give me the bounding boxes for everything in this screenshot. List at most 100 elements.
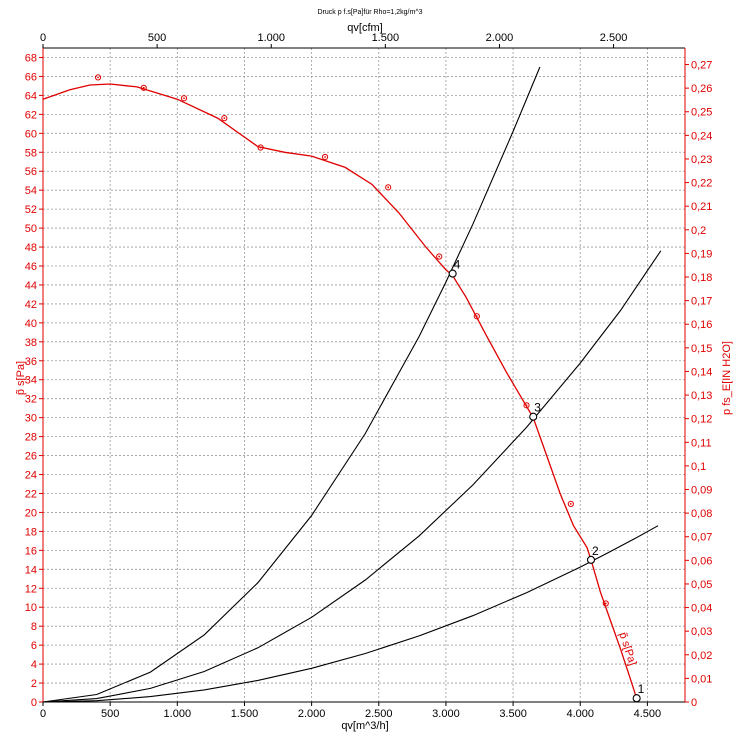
fan-marker-dot xyxy=(604,602,607,605)
y-tick-label: 18 xyxy=(25,526,37,538)
y-tick-label: 14 xyxy=(25,564,37,576)
y-tick-label: 24 xyxy=(25,470,37,482)
fan-marker xyxy=(140,84,147,91)
operating-point-2 xyxy=(586,555,596,564)
x2-tick-label: 0 xyxy=(40,32,46,44)
fan-marker-dot xyxy=(569,503,572,505)
y2-tick-label: 0,08 xyxy=(691,508,712,520)
y-tick-label: 58 xyxy=(25,147,37,159)
y-tick-label: 66 xyxy=(25,71,37,83)
fan-marker xyxy=(94,74,102,81)
y-tick-label: 6 xyxy=(31,640,37,652)
y2-tick-label: 0,11 xyxy=(691,437,712,449)
y2-tick-label: 0,25 xyxy=(691,107,712,119)
y-tick-label: 34 xyxy=(25,375,37,387)
y2-tick-label: 0 xyxy=(691,697,697,709)
fan-marker-dot xyxy=(387,186,390,189)
fan-marker xyxy=(567,500,574,508)
fan-marker xyxy=(257,144,264,151)
fan-marker xyxy=(221,115,228,122)
operating-point-label: 3 xyxy=(534,401,541,415)
y-tick-label: 12 xyxy=(25,583,37,595)
y-tick-label: 48 xyxy=(25,242,37,254)
x2-tick-label: 500 xyxy=(148,32,166,44)
x-tick-label: 0 xyxy=(40,708,46,720)
x-tick-label: 3.000 xyxy=(432,708,460,720)
y2-tick-label: 0,23 xyxy=(691,154,712,166)
y2-tick-label: 0,03 xyxy=(691,626,712,638)
plot-area: 0246810121416182022242628303234363840424… xyxy=(25,32,713,720)
y-tick-label: 8 xyxy=(31,621,37,633)
operating-point-4 xyxy=(448,269,457,278)
y-tick-label: 10 xyxy=(25,602,37,614)
y-tick-label: 36 xyxy=(25,356,37,368)
y2-tick-label: 0,2 xyxy=(691,225,706,237)
system-curve-3 xyxy=(42,250,662,703)
y-tick-label: 64 xyxy=(25,90,37,102)
y2-tick-label: 0,19 xyxy=(691,248,712,260)
y-tick-label: 62 xyxy=(25,109,37,121)
y-tick-label: 68 xyxy=(25,52,37,64)
y2-tick-label: 0,12 xyxy=(691,414,712,426)
x-tick-label: 4.000 xyxy=(566,708,594,720)
operating-point-3 xyxy=(529,412,538,421)
fan-marker-dot xyxy=(223,117,226,120)
y-tick-label: 38 xyxy=(25,337,37,349)
y2-tick-label: 0,22 xyxy=(691,178,712,190)
x2-tick-label: 2.000 xyxy=(486,32,514,44)
y2-tick-label: 0,26 xyxy=(691,83,712,95)
y-tick-label: 52 xyxy=(25,204,37,216)
fan-marker xyxy=(321,153,329,161)
fan-marker-dot xyxy=(324,156,326,158)
fan-marker-dot xyxy=(475,315,478,318)
y2-tick-label: 0,1 xyxy=(691,461,706,473)
system-curve-2 xyxy=(42,525,659,703)
y2-tick-label: 0,04 xyxy=(691,603,712,615)
y-tick-label: 42 xyxy=(25,299,37,311)
y-tick-label: 56 xyxy=(25,166,37,178)
y2-tick-label: 0,05 xyxy=(691,579,712,591)
y2-tick-label: 0,16 xyxy=(691,319,712,331)
x-tick-label: 4.500 xyxy=(634,708,662,720)
fan-marker-dot xyxy=(438,255,441,258)
y2-tick-label: 0,27 xyxy=(691,60,712,72)
y2-tick-label: 0,07 xyxy=(691,532,712,544)
system-curve-4 xyxy=(42,66,541,703)
y2-tick-label: 0,17 xyxy=(691,296,712,308)
y2-tick-label: 0,21 xyxy=(691,201,712,213)
x2-tick-label: 2.500 xyxy=(600,32,628,44)
y2-tick-label: 0,24 xyxy=(691,130,712,142)
y-tick-label: 46 xyxy=(25,261,37,273)
y-tick-label: 32 xyxy=(25,394,37,406)
x-tick-label: 1.500 xyxy=(231,708,259,720)
fan-curve-label: p̃ s[Pa] xyxy=(616,631,638,667)
operating-point-label: 4 xyxy=(454,258,461,272)
x2-axis-title: qv[cfm] xyxy=(347,22,382,34)
y-tick-label: 44 xyxy=(25,280,37,292)
y-tick-label: 22 xyxy=(25,488,37,500)
chart-title: Druck p f.s[Pa]für Rho=1,2kg/m^3 xyxy=(317,9,422,16)
y-tick-label: 16 xyxy=(25,545,37,557)
y2-tick-label: 0,15 xyxy=(691,343,712,355)
fan-curve-line xyxy=(42,83,638,699)
fan-marker-dot xyxy=(142,86,145,89)
fan-marker xyxy=(473,313,480,320)
x-axis-title: qv[m^3/h] xyxy=(341,720,388,732)
x2-tick-label: 1.500 xyxy=(372,32,400,44)
y2-tick-label: 0,09 xyxy=(691,485,712,497)
operating-point-1 xyxy=(632,694,641,703)
y2-axis-title: p fs_E[IN H2O] xyxy=(721,341,733,415)
y-axis-title: p̃ s[Pa] xyxy=(15,361,27,395)
y2-tick-label: 0,01 xyxy=(691,673,712,685)
y-tick-label: 50 xyxy=(25,223,37,235)
y-tick-label: 30 xyxy=(25,413,37,425)
fan-marker xyxy=(436,253,443,260)
y-tick-label: 4 xyxy=(31,659,37,671)
y-tick-label: 0 xyxy=(31,697,37,709)
y2-tick-label: 0,13 xyxy=(691,390,712,402)
x-tick-label: 1.000 xyxy=(164,708,192,720)
y-tick-label: 60 xyxy=(25,128,37,140)
fan-marker-dot xyxy=(183,97,185,100)
y-tick-label: 40 xyxy=(25,318,37,330)
x-tick-label: 500 xyxy=(101,708,119,720)
